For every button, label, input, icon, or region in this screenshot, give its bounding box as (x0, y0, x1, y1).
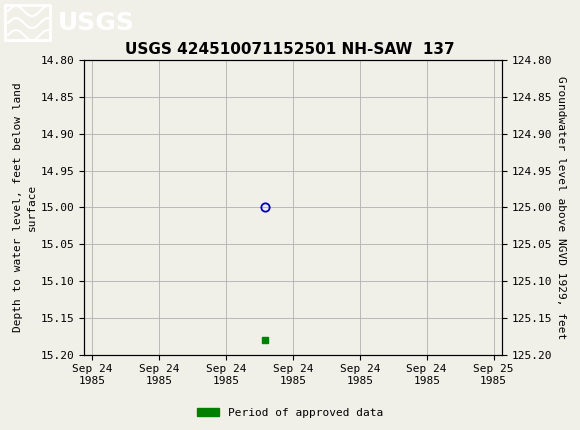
Y-axis label: Depth to water level, feet below land
surface: Depth to water level, feet below land su… (13, 83, 37, 332)
Text: USGS: USGS (58, 11, 135, 34)
Text: USGS 424510071152501 NH-SAW  137: USGS 424510071152501 NH-SAW 137 (125, 42, 455, 57)
Y-axis label: Groundwater level above NGVD 1929, feet: Groundwater level above NGVD 1929, feet (556, 76, 566, 339)
Bar (5, 5, 50, 40)
Legend: Period of approved data: Period of approved data (193, 403, 387, 422)
